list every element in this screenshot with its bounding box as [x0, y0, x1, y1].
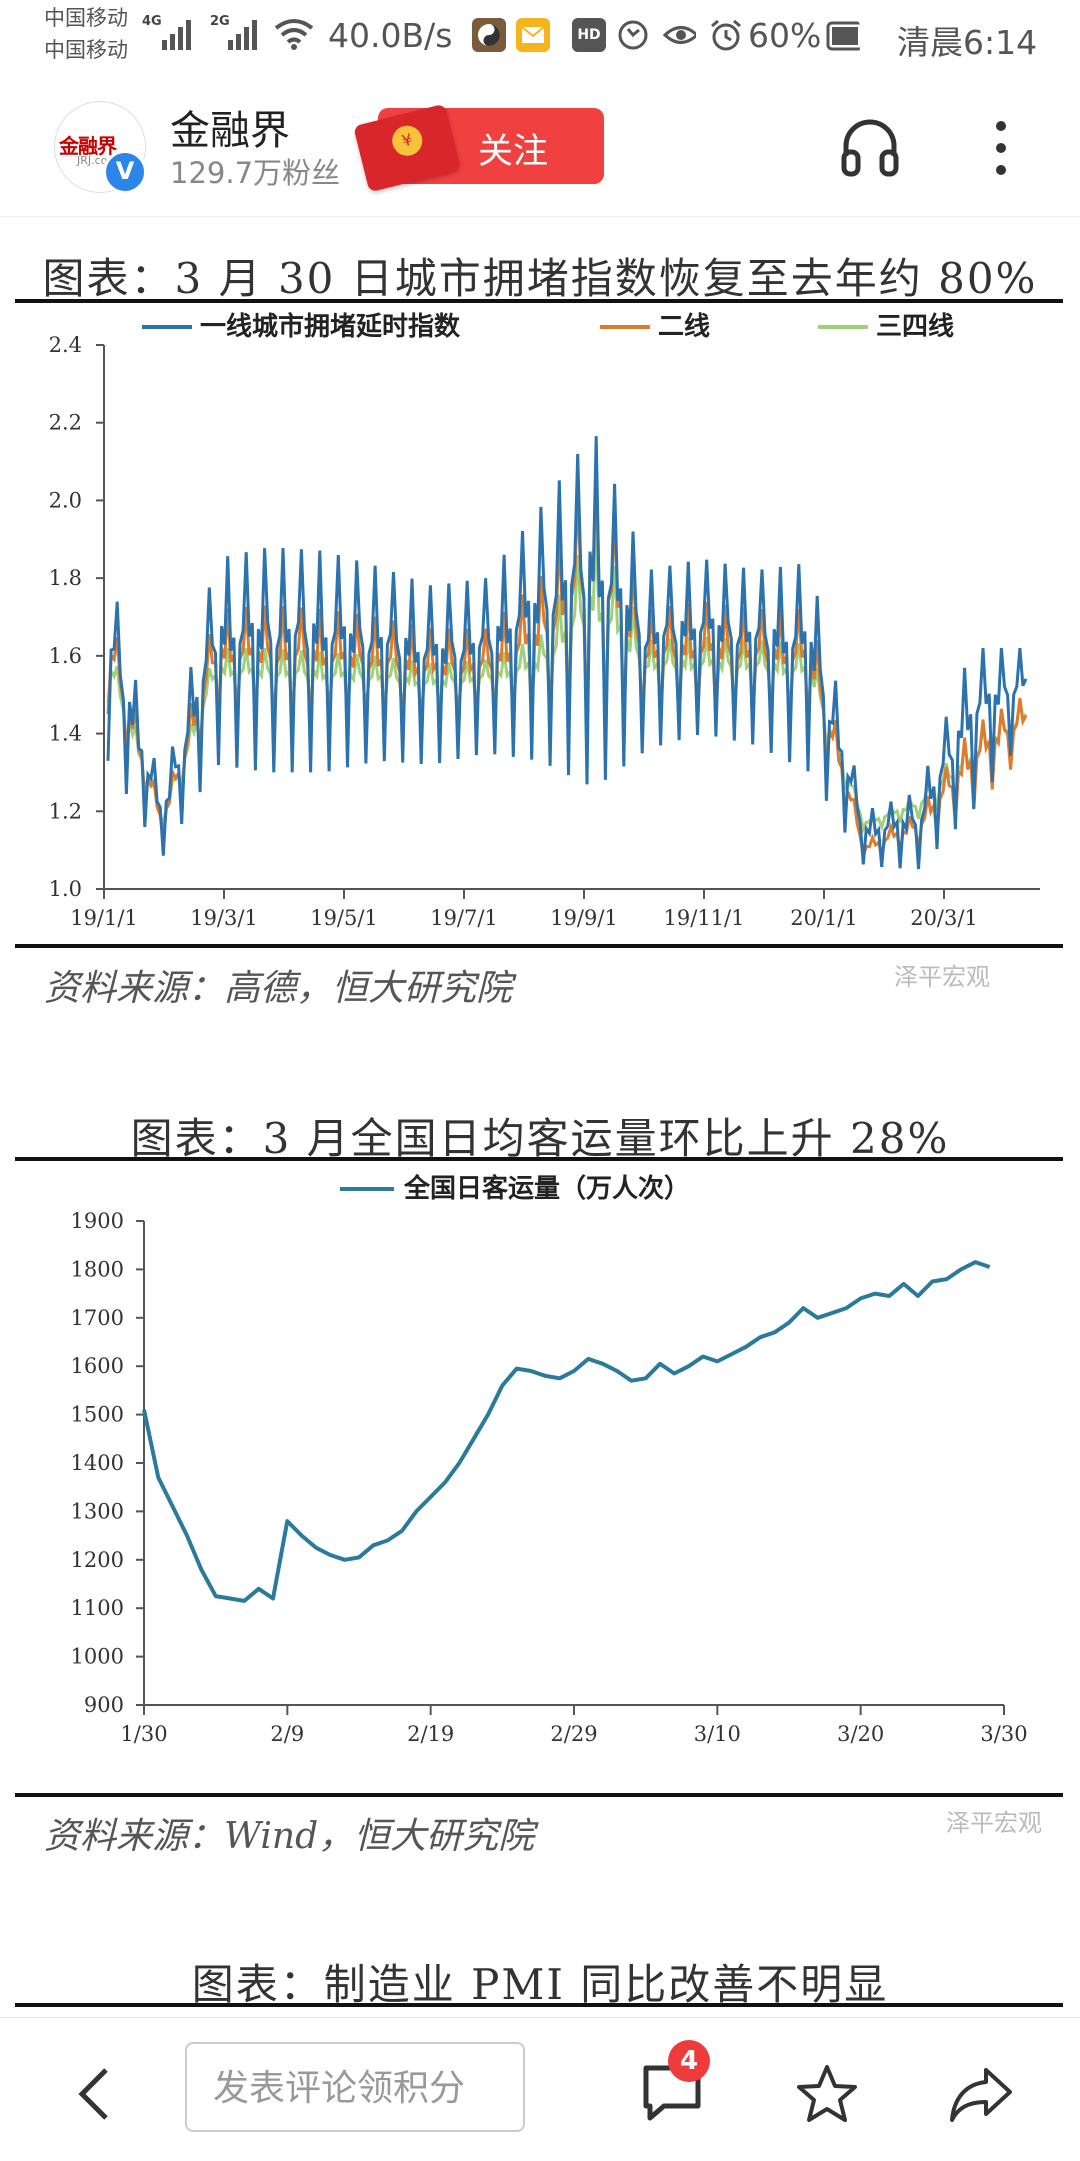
favorite-star-icon[interactable] [795, 2062, 859, 2126]
comment-count-badge: 4 [668, 2040, 710, 2082]
status-bar: 中国移动 中国移动 4G 2G 40.0B/s HD 60% 清晨6:14 [0, 0, 1080, 72]
signal-icon [162, 20, 191, 50]
x-tick-label: 19/7/1 [430, 906, 498, 930]
x-tick-label: 3/30 [980, 1722, 1027, 1746]
x-tick-label: 3/10 [694, 1722, 741, 1746]
x-tick-label: 19/9/1 [550, 906, 618, 930]
figure2-title: 图表：3 月全国日均客运量环比上升 28% [130, 1114, 950, 1163]
figure2-bottom-rule [15, 1793, 1063, 1797]
y-tick-label: 1700 [71, 1306, 124, 1330]
figure2-chart: 900 1000 1100 1200 1300 1400 1500 1600 1700 1800 1… [71, 1173, 1028, 1746]
signal-icon [228, 20, 257, 50]
figure2-watermark: 泽平宏观 [946, 1809, 1042, 1837]
share-icon[interactable] [948, 2062, 1014, 2126]
mail-notification-icon [516, 18, 550, 52]
figure1-bottom-rule [15, 944, 1063, 948]
figure1-title: 图表：3 月 30 日城市拥堵指数恢复至去年约 80% [42, 254, 1038, 303]
y-tick-label: 1400 [71, 1451, 124, 1475]
y-tick-label: 1.4 [49, 722, 82, 746]
headphone-icon[interactable] [838, 116, 902, 180]
data-saver-icon [618, 20, 648, 50]
series-line-1 [106, 436, 1028, 870]
battery-icon [826, 21, 860, 51]
network-speed: 40.0B/s [328, 16, 453, 55]
account-name[interactable]: 金融界 [170, 108, 290, 154]
red-envelope-icon: ¥ [353, 103, 461, 193]
carrier-1: 中国移动 [44, 6, 128, 30]
x-tick-label: 2/29 [550, 1722, 597, 1746]
follow-button-label: 关注 [478, 132, 549, 172]
bottom-action-bar: 发表评论领积分 4 [0, 2017, 1080, 2161]
y-tick-label: 1.0 [49, 877, 82, 901]
more-menu-icon[interactable] [985, 116, 1017, 180]
x-tick-label: 19/5/1 [310, 906, 378, 930]
network-type-1: 4G [142, 14, 162, 29]
article-content[interactable]: 图表：3 月 30 日城市拥堵指数恢复至去年约 80% 1.0 1.2 1.4 1.6… [0, 217, 1080, 2017]
series-line [142, 1260, 991, 1603]
y-tick-label: 1000 [71, 1645, 124, 1669]
avatar-logo-text: 金融界 [59, 134, 117, 158]
x-tick-label: 2/19 [407, 1722, 454, 1746]
figure2-top-rule [15, 1157, 1063, 1161]
y-tick-label: 1300 [71, 1499, 124, 1523]
figure1-chart: 1.0 1.2 1.4 1.6 1.8 2.0 2.2 2.4 19/1/1 19/3/1 19/5… [49, 311, 1040, 930]
y-tick-label: 1.2 [49, 799, 82, 823]
y-tick-label: 1900 [71, 1209, 124, 1233]
legend-label: 全国日客运量（万人次） [403, 1173, 690, 1204]
article-header: 金融界 JRJ.com V 金融界 129.7万粉丝 ¥ 关注 [0, 80, 1080, 217]
battery-percent: 60% [748, 16, 822, 55]
y-tick-label: 1500 [71, 1403, 124, 1427]
clock: 清晨6:14 [897, 23, 1038, 62]
y-tick-label: 1.6 [49, 644, 82, 668]
carrier-2: 中国移动 [44, 38, 128, 62]
follow-button[interactable]: ¥ 关注 [353, 103, 604, 193]
legend-label: 二线 [658, 312, 710, 342]
verified-badge-icon: V [103, 150, 147, 194]
figure1-top-rule [15, 299, 1063, 303]
hd-icon: HD [572, 18, 606, 52]
x-tick-label: 19/11/1 [664, 906, 745, 930]
figure1-watermark: 泽平宏观 [894, 963, 990, 991]
y-tick-label: 1600 [71, 1354, 124, 1378]
network-type-2: 2G [210, 14, 230, 29]
figure2-source: 资料来源：Wind，恒大研究院 [44, 1816, 535, 1857]
legend-label: 一线城市拥堵延时指数 [200, 311, 461, 342]
follower-count: 129.7万粉丝 [170, 156, 341, 190]
x-tick-label: 19/3/1 [190, 906, 258, 930]
figure3-title: 图表：制造业 PMI 同比改善不明显 [191, 1960, 889, 2009]
y-tick-label: 1100 [71, 1596, 124, 1620]
taiji-app-icon [472, 18, 506, 52]
x-tick-label: 19/1/1 [70, 906, 138, 930]
y-tick-label: 1.8 [49, 566, 82, 590]
figure1-source: 资料来源：高德，恒大研究院 [44, 968, 513, 1009]
y-tick-label: 2.0 [49, 488, 82, 512]
figure3-top-rule [15, 2003, 1063, 2007]
x-tick-label: 20/1/1 [790, 906, 858, 930]
alarm-icon [711, 19, 741, 51]
y-tick-label: 1200 [71, 1548, 124, 1572]
x-tick-label: 1/30 [120, 1722, 167, 1746]
back-arrow-icon[interactable] [70, 2064, 120, 2124]
y-tick-label: 2.2 [49, 411, 82, 435]
x-tick-label: 2/9 [270, 1722, 304, 1746]
wifi-icon [274, 19, 314, 50]
x-tick-label: 20/3/1 [910, 906, 978, 930]
y-tick-label: 2.4 [49, 333, 82, 357]
eye-comfort-icon [662, 26, 696, 44]
x-tick-label: 3/20 [837, 1722, 884, 1746]
legend-label: 三四线 [876, 312, 954, 342]
y-tick-label: 1800 [71, 1257, 124, 1281]
comment-input[interactable]: 发表评论领积分 [185, 2042, 525, 2132]
y-tick-label: 900 [84, 1693, 124, 1717]
